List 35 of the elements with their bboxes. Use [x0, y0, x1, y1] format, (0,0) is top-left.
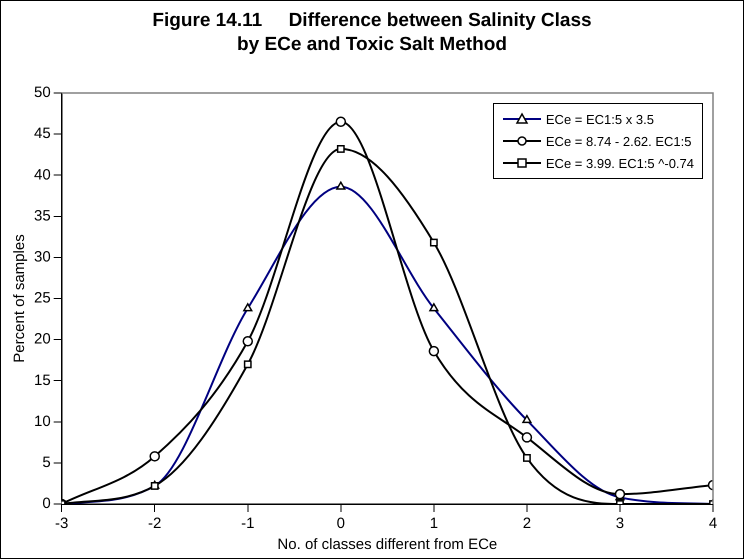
legend-label: ECe = EC1:5 x 3.5 [546, 112, 654, 126]
x-tick-label: 0 [336, 515, 345, 532]
x-tick-label: 2 [522, 515, 532, 532]
point [244, 360, 252, 368]
y-tick-label: 30 [34, 248, 51, 266]
y-tick-label: 40 [34, 166, 51, 184]
point [522, 454, 531, 462]
y-tick-label: 35 [34, 207, 51, 224]
point [614, 488, 626, 500]
point [242, 336, 254, 346]
y-tick-label: 20 [34, 330, 51, 348]
y-tick-label: 50 [34, 84, 51, 102]
x-tick-label: 1 [430, 515, 438, 532]
point [149, 451, 160, 462]
x-tick-label: 3 [616, 515, 624, 532]
y-tick-label: 25 [34, 290, 51, 307]
point [336, 144, 345, 153]
y-tick-label: 45 [34, 125, 51, 142]
point [428, 346, 440, 356]
x-tick-label: -2 [148, 515, 162, 532]
y-tick-label: 15 [34, 372, 51, 389]
x-tick-label: 4 [708, 515, 718, 532]
x-tick-label: -1 [241, 515, 254, 532]
legend-label: ECe = 3.99. EC1:5 ^-0.74 [546, 156, 694, 170]
legend-label: ECe = 8.74 - 2.62. EC1:5 [546, 134, 692, 148]
y-tick-label: 5 [42, 454, 51, 472]
x-tick-label: -3 [55, 515, 68, 532]
point [336, 116, 346, 128]
y-tick-label: 10 [34, 412, 51, 430]
point [522, 432, 532, 443]
y-tick-label: 0 [42, 495, 51, 512]
x-axis-title: No. of classes different from ECe [277, 536, 498, 554]
chart-title: Figure 14.11 Difference between Salinity Class by ECe and Toxic Salt Method [151, 9, 593, 57]
point [430, 238, 438, 247]
y-axis-title: Percent of samples [11, 234, 28, 363]
